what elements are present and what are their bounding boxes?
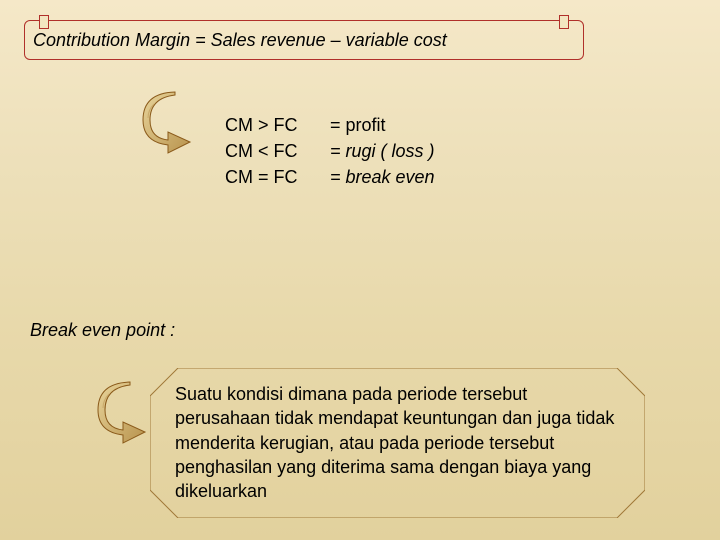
outcome-result: = rugi ( loss ) — [330, 138, 435, 164]
bep-label: Break even point : — [30, 320, 175, 341]
curved-arrow-icon — [95, 380, 155, 445]
curved-arrow-icon — [140, 90, 200, 155]
outcomes-list: CM > FC = profit CM < FC = rugi ( loss )… — [225, 112, 435, 190]
outcome-result: = break even — [330, 164, 435, 190]
formula-box: Contribution Margin = Sales revenue – va… — [24, 20, 584, 60]
outcome-condition: CM = FC — [225, 164, 330, 190]
bep-definition: Suatu kondisi dimana pada periode terseb… — [175, 382, 625, 503]
outcome-condition: CM < FC — [225, 138, 330, 164]
outcome-row: CM = FC = break even — [225, 164, 435, 190]
outcome-result: = profit — [330, 112, 386, 138]
outcome-row: CM > FC = profit — [225, 112, 435, 138]
outcome-row: CM < FC = rugi ( loss ) — [225, 138, 435, 164]
outcome-condition: CM > FC — [225, 112, 330, 138]
formula-text: Contribution Margin = Sales revenue – va… — [33, 30, 447, 51]
